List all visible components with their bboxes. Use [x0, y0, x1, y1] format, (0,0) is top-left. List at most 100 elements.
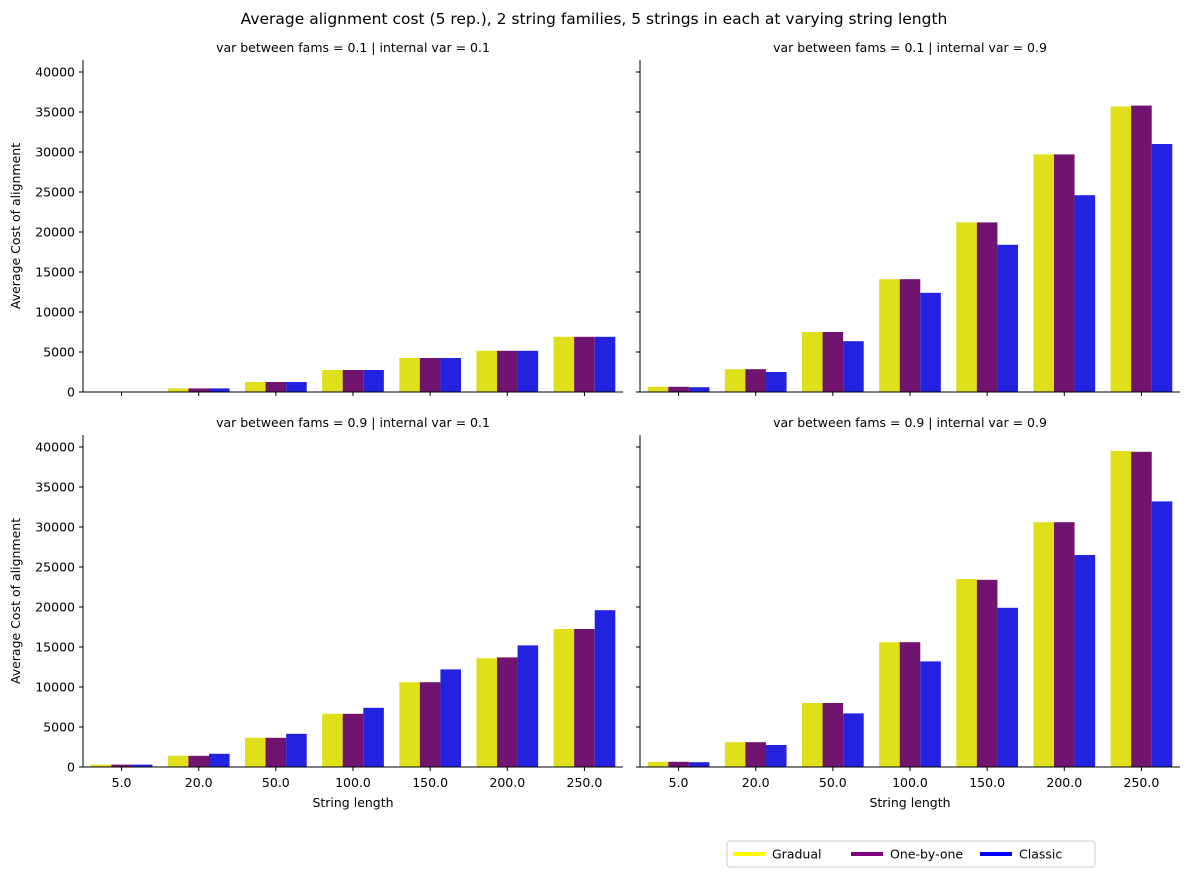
y-axis-label: Average Cost of alignment	[8, 143, 23, 309]
bar-classic-150.0	[440, 669, 461, 767]
y-tick-label: 5000	[43, 345, 75, 360]
y-tick-label: 0	[67, 760, 75, 775]
bar-gradual-5.0	[90, 764, 112, 767]
bar-classic-250.0	[594, 610, 616, 767]
legend-frame	[726, 840, 1096, 868]
legend-item-one-by-one: One-by-one	[851, 847, 963, 862]
y-axis-label: Average Cost of alignment	[8, 518, 23, 684]
legend-item-classic: Classic	[980, 847, 1062, 862]
bar-gradual-250.0	[1110, 106, 1132, 393]
y-tick-label: 10000	[35, 305, 75, 320]
bar-classic-50.0	[286, 382, 307, 392]
bar-classic-250.0	[1151, 501, 1173, 767]
bar-one-by-one-5.0	[668, 761, 689, 767]
bar-gradual-200.0	[476, 658, 497, 767]
y-tick-label: 0	[67, 385, 75, 400]
bar-one-by-one-150.0	[976, 579, 998, 767]
panel-title: var between fams = 0.9 | internal var = …	[773, 415, 1047, 430]
bar-one-by-one-250.0	[1131, 451, 1152, 767]
y-tick-label: 15000	[35, 640, 75, 655]
bar-one-by-one-100.0	[342, 713, 364, 767]
bar-classic-200.0	[1074, 555, 1096, 767]
bar-one-by-one-100.0	[899, 642, 921, 767]
x-tick-label: 200.0	[489, 775, 525, 790]
bar-classic-100.0	[363, 707, 384, 767]
bar-gradual-150.0	[956, 579, 977, 767]
x-tick-label: 150.0	[412, 775, 448, 790]
bar-one-by-one-20.0	[745, 369, 766, 392]
y-tick-label: 40000	[35, 65, 75, 80]
bar-gradual-100.0	[322, 713, 343, 767]
legend-label-classic: Classic	[1019, 847, 1062, 862]
y-tick-label: 15000	[35, 265, 75, 280]
x-tick-label: 250.0	[1124, 775, 1160, 790]
bar-gradual-50.0	[245, 382, 266, 392]
bar-gradual-200.0	[476, 350, 497, 392]
bar-one-by-one-200.0	[497, 350, 518, 392]
bar-one-by-one-100.0	[899, 279, 921, 392]
bar-gradual-50.0	[802, 332, 823, 392]
bar-gradual-250.0	[553, 336, 575, 392]
bar-classic-20.0	[766, 372, 787, 392]
bar-gradual-20.0	[724, 369, 746, 392]
y-tick-label: 35000	[35, 105, 75, 120]
bar-classic-20.0	[766, 745, 787, 767]
bar-one-by-one-20.0	[188, 388, 209, 392]
legend-label-gradual: Gradual	[772, 847, 821, 862]
panel-title: var between fams = 0.1 | internal var = …	[216, 40, 490, 55]
y-tick-label: 30000	[35, 145, 75, 160]
x-tick-label: 100.0	[892, 775, 928, 790]
x-tick-label: 20.0	[185, 775, 213, 790]
bar-classic-200.0	[517, 350, 539, 392]
y-tick-label: 40000	[35, 440, 75, 455]
bar-classic-150.0	[440, 358, 461, 392]
bar-gradual-200.0	[1033, 154, 1054, 392]
panel-2: var between fams = 0.1 | internal var = …	[636, 40, 1180, 396]
bar-one-by-one-20.0	[188, 755, 209, 767]
bar-classic-20.0	[209, 753, 230, 767]
bar-gradual-20.0	[167, 755, 189, 767]
y-tick-label: 25000	[35, 185, 75, 200]
x-axis-label: String length	[312, 795, 393, 810]
bar-classic-150.0	[997, 244, 1018, 392]
bar-one-by-one-100.0	[342, 370, 364, 392]
bar-one-by-one-5.0	[668, 386, 689, 392]
y-tick-label: 10000	[35, 680, 75, 695]
bar-gradual-150.0	[956, 222, 977, 392]
y-tick-label: 20000	[35, 600, 75, 615]
bar-gradual-50.0	[802, 703, 823, 767]
bar-classic-5.0	[131, 764, 153, 767]
bar-gradual-50.0	[245, 737, 266, 767]
bar-classic-50.0	[843, 713, 864, 767]
y-tick-label: 20000	[35, 225, 75, 240]
x-tick-label: 200.0	[1046, 775, 1082, 790]
chart-title: Average alignment cost (5 rep.), 2 strin…	[241, 10, 948, 28]
bar-gradual-250.0	[1110, 451, 1132, 767]
bar-gradual-20.0	[724, 742, 746, 767]
panel-title: var between fams = 0.1 | internal var = …	[773, 40, 1047, 55]
bar-classic-50.0	[843, 341, 864, 392]
y-tick-label: 30000	[35, 520, 75, 535]
panel-3: var between fams = 0.9 | internal var = …	[8, 415, 623, 810]
bar-gradual-100.0	[879, 642, 900, 767]
bar-classic-200.0	[1074, 195, 1096, 392]
y-tick-label: 35000	[35, 480, 75, 495]
bar-one-by-one-250.0	[574, 629, 595, 767]
bar-one-by-one-50.0	[822, 703, 844, 767]
bar-gradual-150.0	[399, 358, 420, 392]
bar-one-by-one-150.0	[419, 682, 441, 767]
bar-one-by-one-50.0	[822, 332, 844, 392]
x-tick-label: 20.0	[742, 775, 770, 790]
panel-1: var between fams = 0.1 | internal var = …	[8, 40, 623, 400]
bar-one-by-one-250.0	[1131, 105, 1152, 392]
bar-one-by-one-20.0	[745, 742, 766, 767]
panels: var between fams = 0.1 | internal var = …	[8, 40, 1180, 810]
x-tick-label: 150.0	[969, 775, 1005, 790]
bar-classic-100.0	[363, 370, 384, 392]
bar-gradual-5.0	[647, 386, 669, 392]
bar-one-by-one-200.0	[1054, 522, 1075, 767]
bar-classic-250.0	[1151, 144, 1173, 392]
x-axis-label: String length	[869, 795, 950, 810]
x-tick-label: 5.0	[669, 775, 689, 790]
